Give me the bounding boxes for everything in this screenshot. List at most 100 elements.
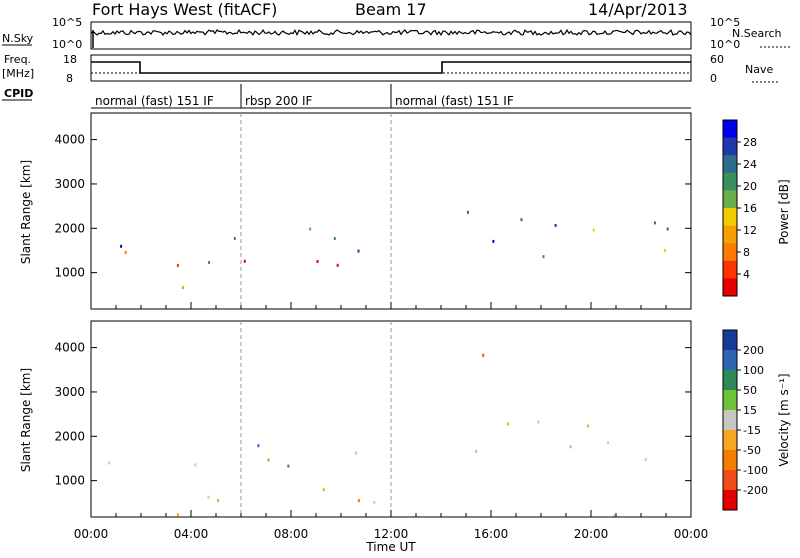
range-gate-cell <box>537 420 540 424</box>
colorbar-segment <box>723 172 737 191</box>
colorbar-segment <box>723 278 737 297</box>
range-gate-cell <box>357 249 360 253</box>
freq-unit: [MHz] <box>2 67 34 80</box>
colorbar-tick-label: 100 <box>743 364 764 377</box>
y-tick-label: 4000 <box>54 341 85 355</box>
range-gate-cell <box>108 461 111 465</box>
cpid-bar: normal (fast) 151 IF rbsp 200 IF normal (f… <box>91 84 691 109</box>
freq-tick-bottom: 8 <box>66 72 73 85</box>
range-gate-cell <box>475 449 478 453</box>
colorbar-segment <box>723 470 737 491</box>
freq-tick-top: 18 <box>63 53 77 66</box>
range-gate-cell <box>666 227 669 231</box>
power-ylabel: Slant Range [km] <box>19 160 33 264</box>
range-gate-cell <box>507 422 510 426</box>
range-gate-cell <box>357 499 360 503</box>
noise-trace <box>90 28 692 48</box>
colorbar-tick-label: 200 <box>743 344 764 357</box>
time-axis: 00:00 04:00 08:00 12:00 16:00 20:00 00:00 <box>74 527 709 541</box>
colorbar-segment <box>723 225 737 244</box>
range-gate-cell <box>466 210 469 214</box>
x-tick-label: 12:00 <box>374 527 409 541</box>
range-gate-cell <box>233 237 236 240</box>
range-gate-cell <box>309 227 312 231</box>
cpid-mode-label: normal (fast) 151 IF <box>395 94 514 108</box>
range-gate-cell <box>120 244 123 248</box>
y-tick-label: 1000 <box>54 474 85 488</box>
power-colorbar-label: Power [dB] <box>777 179 791 244</box>
colorbar-tick-label: 28 <box>743 136 757 149</box>
range-gate-cell <box>554 224 557 227</box>
colorbar-segment <box>723 155 737 174</box>
power-heatmap <box>120 210 669 290</box>
colorbar-frame <box>722 329 738 511</box>
velocity-ylabel: Slant Range [km] <box>19 368 33 472</box>
y-tick-label: 3000 <box>54 385 85 399</box>
noise-strip-frame <box>90 21 692 50</box>
range-gate-cell <box>355 451 357 455</box>
colorbar-segment <box>723 208 737 227</box>
nsearch-tick-top: 10^5 <box>710 16 740 29</box>
range-gate-cell <box>176 264 179 267</box>
range-gate-cell <box>316 260 319 263</box>
colorbar-segment <box>723 370 737 391</box>
colorbar-tick-label: 4 <box>743 268 750 281</box>
range-gate-cell <box>542 255 545 259</box>
nsearch-label: N.Search <box>732 27 782 40</box>
range-gate-cell <box>613 514 616 518</box>
y-tick-label: 2000 <box>54 221 85 235</box>
range-gate-cell <box>607 441 610 445</box>
freq-label: Freq. <box>4 53 31 66</box>
cpid-mode-label: rbsp 200 IF <box>245 94 312 108</box>
time-axis-label: Time UT <box>365 540 416 554</box>
nsky-label: N.Sky <box>2 32 34 45</box>
range-gate-cell <box>592 228 595 232</box>
nave-tick-bottom: 0 <box>710 72 717 85</box>
range-gate-cell <box>194 463 197 467</box>
colorbar-tick-label: 8 <box>743 246 750 259</box>
colorbar-segment <box>723 137 737 156</box>
colorbar-tick-label: -50 <box>743 444 761 457</box>
colorbar-segment <box>723 350 737 371</box>
nave-tick-top: 60 <box>710 53 724 66</box>
range-gate-cell <box>644 458 647 462</box>
range-gate-cell <box>267 458 270 462</box>
range-gate-cell <box>208 261 211 264</box>
range-gate-cell <box>569 445 572 449</box>
nsky-tick-bottom: 10^0 <box>52 38 82 51</box>
colorbar-tick-label: -15 <box>743 424 761 437</box>
y-tick-label: 3000 <box>54 177 85 191</box>
colorbar-tick-label: -200 <box>743 484 768 497</box>
range-gate-cell <box>333 237 336 240</box>
range-gate-cell <box>257 444 260 448</box>
site-title: Fort Hays West (fitACF) <box>92 0 277 19</box>
x-tick-label: 08:00 <box>274 527 309 541</box>
colorbar-tick-label: 16 <box>743 202 757 215</box>
colorbar-segment <box>723 243 737 262</box>
colorbar-tick-label: 50 <box>743 384 757 397</box>
range-gate-cell <box>217 499 220 503</box>
range-gate-cell <box>653 221 656 225</box>
range-gate-cell <box>207 495 210 499</box>
range-gate-cell <box>124 250 127 254</box>
colorbar-segment <box>723 430 737 451</box>
colorbar-segment <box>723 330 737 351</box>
colorbar-segment <box>723 120 737 139</box>
colorbar-tick-label: 20 <box>743 180 757 193</box>
velocity-heatmap <box>108 353 647 518</box>
colorbar-segment <box>723 490 737 511</box>
colorbar-segment <box>723 260 737 279</box>
power-axes: 1000 2000 3000 4000 <box>54 113 692 309</box>
colorbar-segment <box>723 410 737 431</box>
freq-strip-frame <box>90 54 692 82</box>
power-colorbar: 28 24 20 16 12 8 4 <box>722 119 757 297</box>
colorbar-tick-label: 12 <box>743 224 757 237</box>
x-tick-label: 16:00 <box>474 527 509 541</box>
beam-label: Beam 17 <box>355 0 427 19</box>
x-tick-label: 00:00 <box>74 527 109 541</box>
date-label: 14/Apr/2013 <box>588 0 688 19</box>
nsearch-tick-bottom: 10^0 <box>710 38 740 51</box>
range-gate-cell <box>243 259 246 263</box>
range-gate-cell <box>587 424 590 428</box>
